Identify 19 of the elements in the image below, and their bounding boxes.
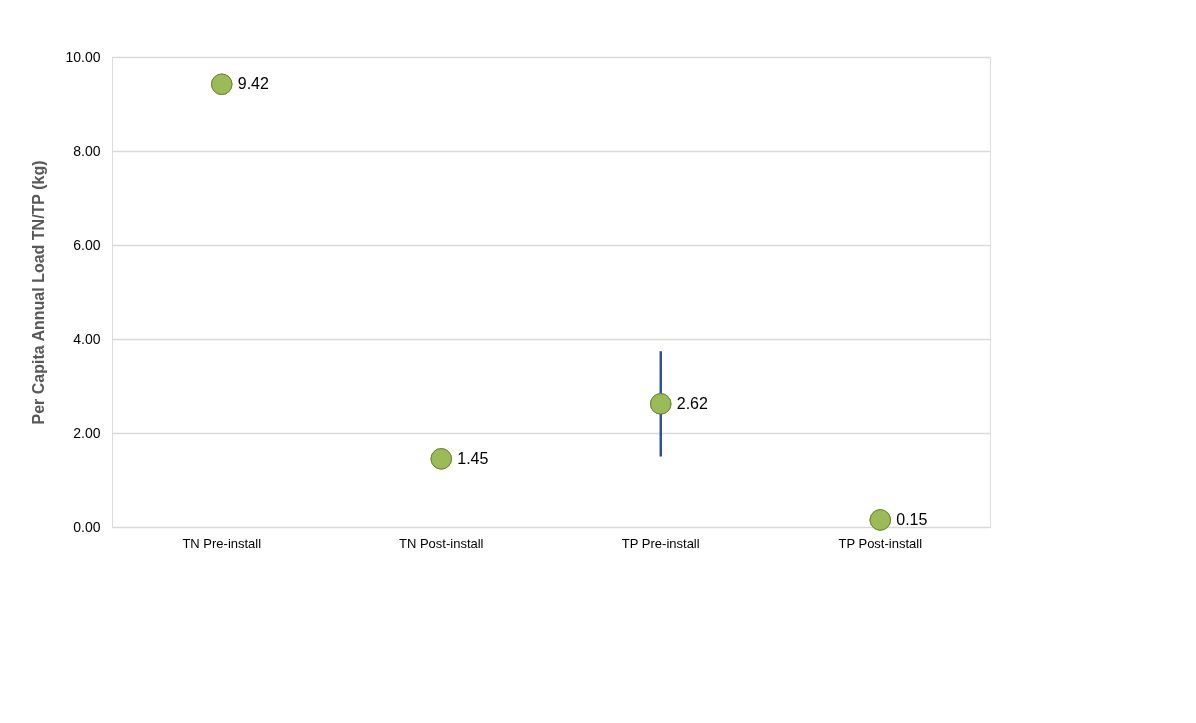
point [430,448,452,470]
y-tick-label: 0.00 [73,518,101,535]
point [869,509,891,531]
y-axis-title: Per Capita Annual Load TN/TP (kg) [30,160,48,425]
y-tick-label: 8.00 [73,142,101,159]
y-tick-label: 10.00 [65,48,101,65]
x-tick-label: TP Pre-install [621,535,700,551]
x-tick-label: TP Post-install [838,535,923,551]
y-tick-label: 6.00 [73,236,101,253]
data-label: 1.45 [457,449,489,467]
y-tick-label: 4.00 [73,330,101,347]
x-tick-label: TN Pre-install [182,535,262,551]
data-label: 2.62 [676,394,708,412]
x-tick-label: TN Post-install [398,535,484,551]
data-label: 9.42 [237,75,269,93]
point [650,393,672,415]
data-label: 0.15 [896,510,928,528]
point [211,73,233,95]
y-tick-label: 2.00 [73,424,101,441]
